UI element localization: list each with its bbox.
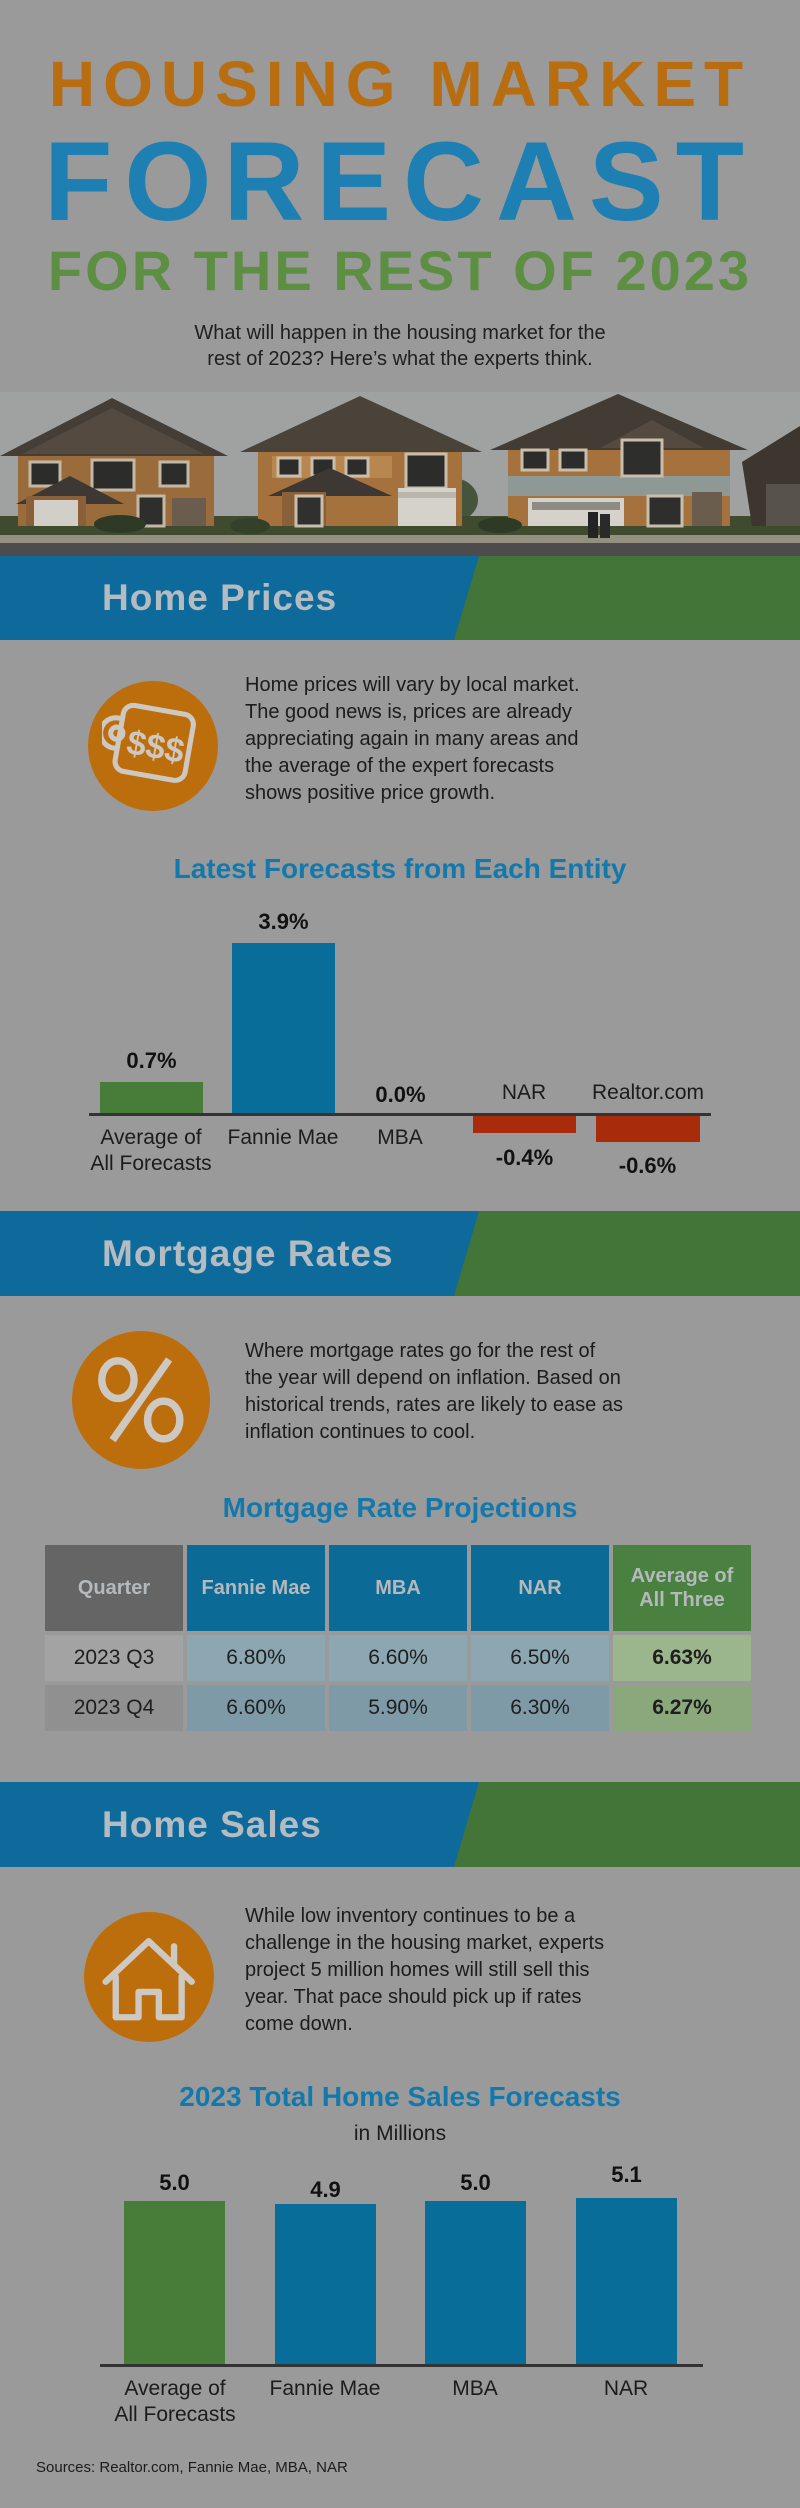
category-label: Fannie Mae: [227, 1126, 339, 1149]
houses-photo: [0, 392, 800, 556]
banner-blue-shape: [0, 556, 479, 640]
table-cell: 6.63%: [613, 1635, 751, 1681]
value-label: 5.1: [611, 2162, 642, 2187]
category-label: Realtor.com: [591, 1081, 705, 1104]
bar-realtor: [596, 1116, 700, 1142]
table-cell: 6.60%: [187, 1685, 325, 1731]
value-label: 0.7%: [126, 1048, 177, 1073]
category-label: Fannie Mae: [269, 2377, 381, 2400]
chart2-title: 2023 Total Home Sales Forecasts: [179, 2081, 621, 2112]
value-label: -0.6%: [618, 1153, 677, 1178]
table-cell: 6.30%: [471, 1685, 609, 1731]
bar-nar: [473, 1116, 576, 1133]
column-header-nar: NAR: [471, 1545, 609, 1631]
value-label: 3.9%: [258, 909, 309, 934]
value-label: 5.0: [159, 2170, 190, 2195]
category-label: Average of All Forecasts: [114, 2377, 236, 2426]
section-banner-home-prices: Home Prices: [0, 556, 800, 640]
chart1-title: Latest Forecasts from Each Entity: [173, 853, 627, 884]
title-line2: FORECAST: [44, 119, 756, 244]
section-banner-mortgage-rates: Mortgage Rates: [0, 1211, 800, 1296]
banner-label: Mortgage Rates: [102, 1232, 394, 1274]
category-label: NAR: [501, 1081, 547, 1104]
value-label: -0.4%: [495, 1145, 554, 1170]
section-banner-home-sales: Home Sales: [0, 1782, 800, 1867]
banner-blue-shape: [0, 1782, 479, 1867]
category-label: Average of All Forecasts: [90, 1126, 212, 1175]
icon-circle: [84, 1912, 214, 2042]
bar-average-forecasts: [100, 1082, 203, 1113]
bar-mba: [425, 2201, 526, 2364]
category-label: MBA: [377, 1126, 423, 1149]
category-label: NAR: [603, 2377, 649, 2400]
column-header-quarter: Quarter: [45, 1545, 183, 1631]
sources-note: Sources: Realtor.com, Fannie Mae, MBA, N…: [36, 2459, 348, 2476]
header-subtitle: What will happen in the housing market f…: [194, 322, 606, 370]
chart2-axis: [100, 2364, 703, 2367]
percent-icon: [98, 1357, 184, 1443]
price-tag-icon: $$$: [102, 703, 197, 784]
chart2-subtitle: in Millions: [353, 2122, 447, 2145]
banner-blue-shape: [0, 1211, 479, 1296]
banner-label: Home Prices: [102, 577, 338, 618]
home-sales-paragraph: While low inventory continues to be a ch…: [245, 1905, 605, 2035]
value-label: 4.9: [310, 2177, 341, 2202]
banner-label: Home Sales: [102, 1803, 322, 1845]
bar-nar: [576, 2198, 677, 2364]
house-icon: [102, 1938, 196, 2021]
home-prices-paragraph: Home prices will vary by local market. T…: [245, 674, 580, 804]
bar-average-forecasts: [124, 2201, 225, 2364]
table-cell: 2023 Q3: [45, 1635, 183, 1681]
icon-circle: [72, 1331, 210, 1469]
value-label: 0.0%: [375, 1082, 426, 1107]
table-cell: 6.50%: [471, 1635, 609, 1681]
table-cell: 5.90%: [329, 1685, 467, 1731]
table-cell: 2023 Q4: [45, 1685, 183, 1731]
value-label: 5.0: [460, 2170, 491, 2195]
chart1-axis: [89, 1113, 711, 1116]
title-line1: HOUSING MARKET: [48, 48, 752, 120]
column-header-mba: MBA: [329, 1545, 467, 1631]
column-header-fannie-mae: Fannie Mae: [187, 1545, 325, 1631]
title-line3: FOR THE REST OF 2023: [47, 239, 753, 302]
table-cell: 6.80%: [187, 1635, 325, 1681]
table-title: Mortgage Rate Projections: [222, 1492, 578, 1523]
icon-circle: $$$: [88, 681, 218, 811]
table-cell: 6.60%: [329, 1635, 467, 1681]
bar-fannie-mae: [275, 2204, 376, 2364]
column-header-average: Average of All Three: [613, 1545, 751, 1631]
mortgage-rate-table: Quarter Fannie Mae MBA NAR Average of Al…: [45, 1545, 751, 1731]
bar-fannie-mae: [232, 943, 335, 1113]
table-cell: 6.27%: [613, 1685, 751, 1731]
mortgage-rates-paragraph: Where mortgage rates go for the rest of …: [245, 1340, 623, 1443]
category-label: MBA: [452, 2377, 498, 2400]
